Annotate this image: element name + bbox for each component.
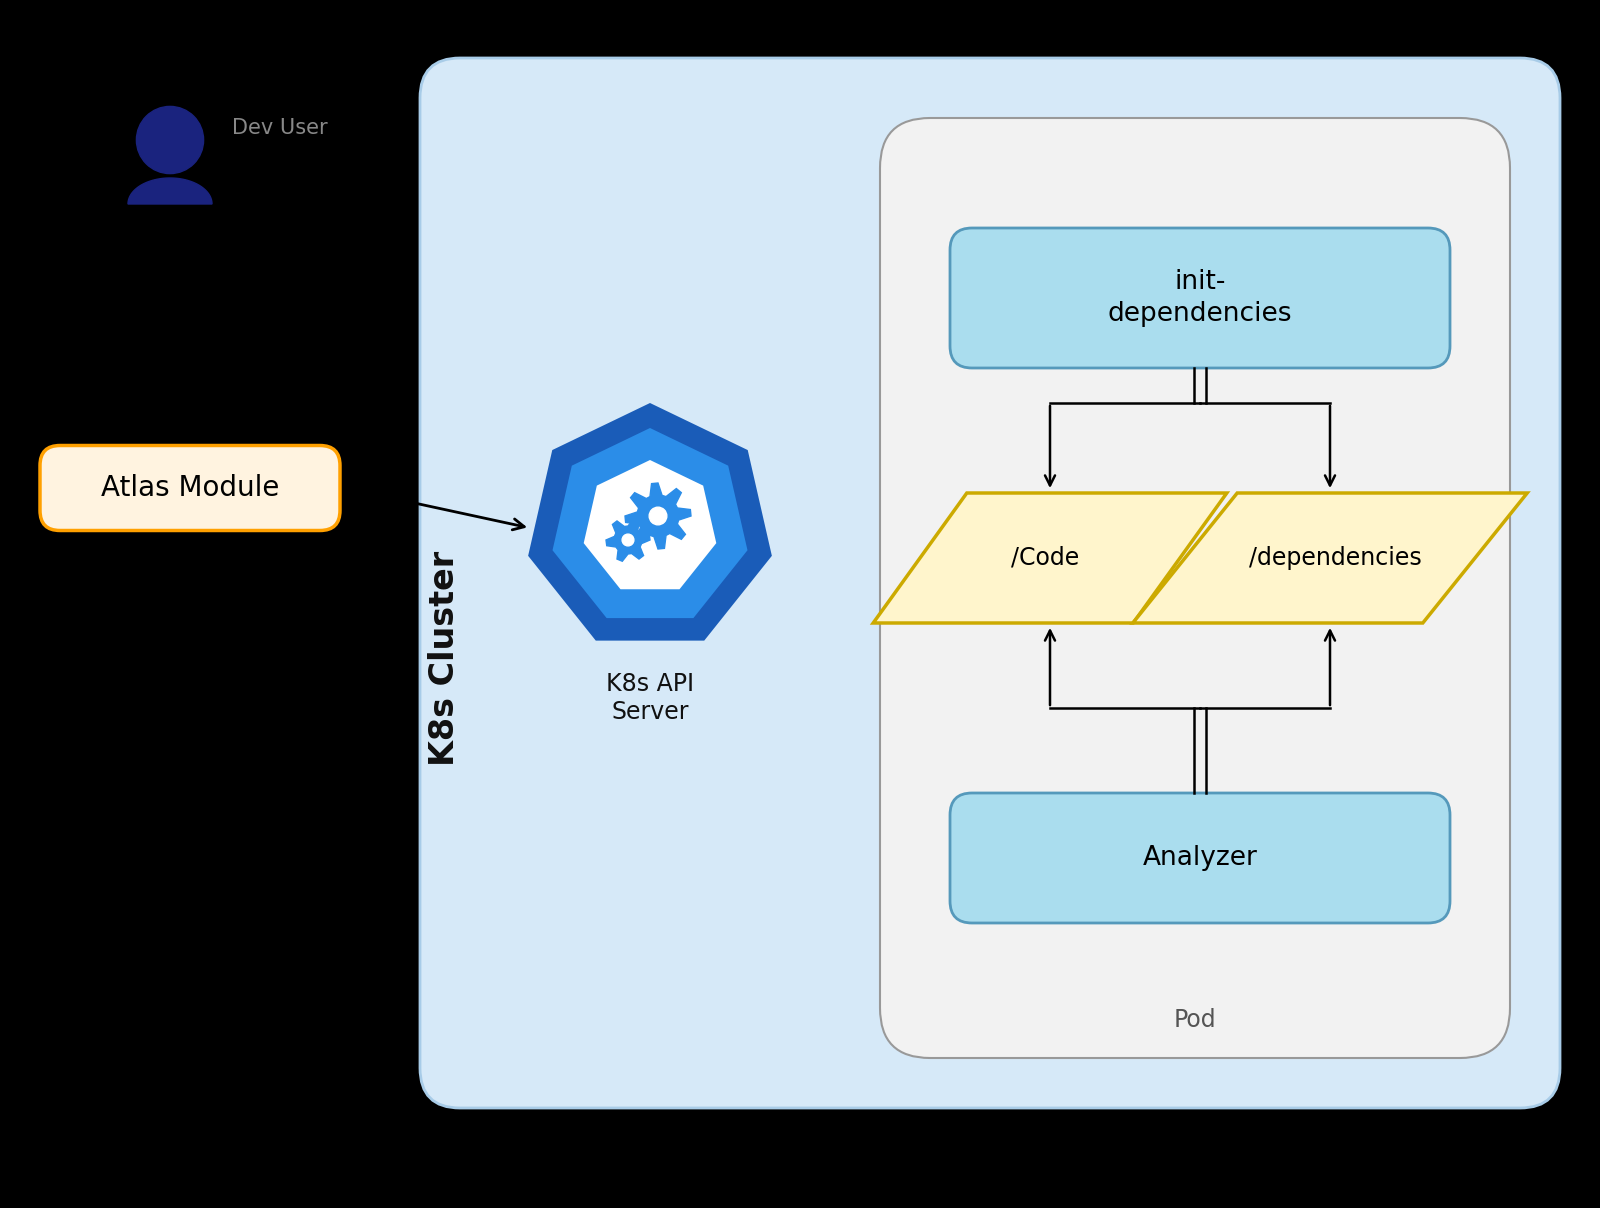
- Circle shape: [136, 106, 203, 174]
- FancyBboxPatch shape: [950, 228, 1450, 368]
- Polygon shape: [552, 428, 747, 618]
- Text: Atlas Module: Atlas Module: [101, 474, 278, 503]
- Text: init-
dependencies: init- dependencies: [1107, 269, 1293, 327]
- Text: K8s Cluster: K8s Cluster: [429, 551, 461, 766]
- Circle shape: [650, 507, 667, 524]
- Text: K8s API
Server: K8s API Server: [606, 672, 694, 724]
- FancyBboxPatch shape: [419, 58, 1560, 1108]
- FancyBboxPatch shape: [40, 446, 339, 530]
- Polygon shape: [606, 518, 650, 562]
- Text: /Code: /Code: [1011, 546, 1078, 570]
- Text: Analyzer: Analyzer: [1142, 846, 1258, 871]
- Polygon shape: [584, 460, 717, 590]
- Text: Dev User: Dev User: [232, 118, 328, 138]
- FancyBboxPatch shape: [880, 118, 1510, 1058]
- Text: api: api: [635, 567, 666, 585]
- Circle shape: [622, 534, 634, 546]
- Polygon shape: [874, 493, 1227, 623]
- FancyBboxPatch shape: [950, 792, 1450, 923]
- Text: Pod: Pod: [1174, 1007, 1216, 1032]
- Polygon shape: [528, 403, 771, 640]
- Text: /dependencies: /dependencies: [1248, 546, 1421, 570]
- Polygon shape: [1133, 493, 1526, 623]
- Polygon shape: [128, 178, 211, 204]
- Polygon shape: [626, 483, 691, 548]
